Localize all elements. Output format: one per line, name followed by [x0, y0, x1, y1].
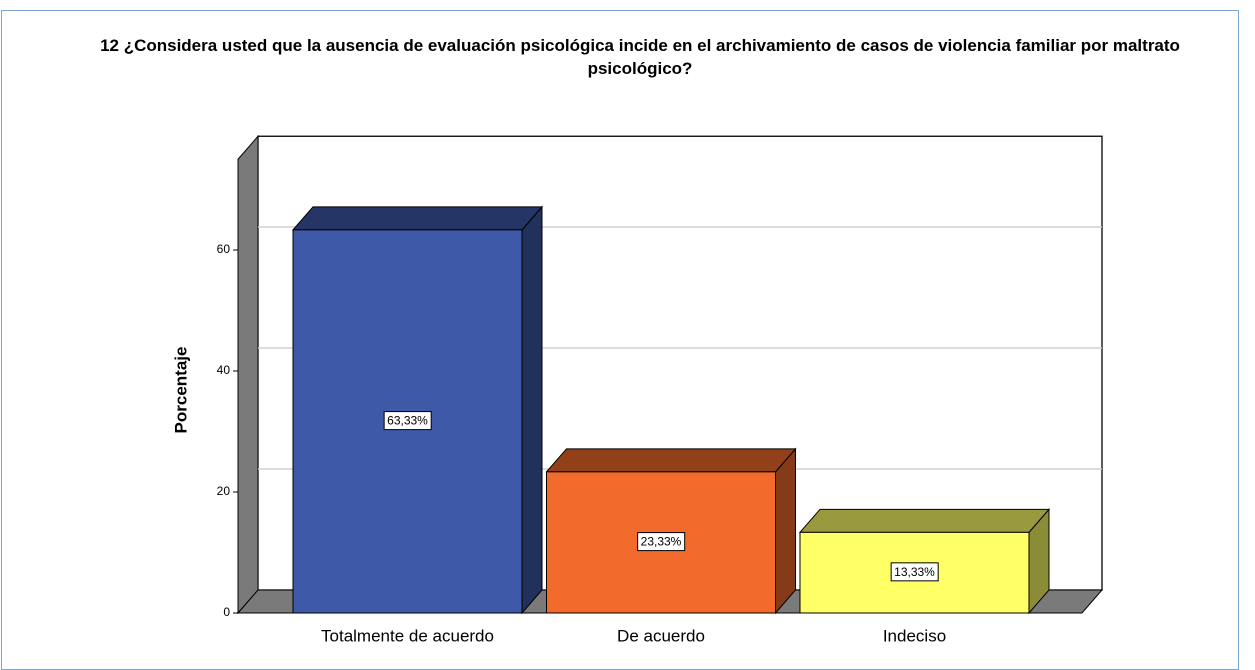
data-label: 63,33%: [387, 414, 428, 428]
y-tick-label: 40: [217, 363, 231, 377]
y-tick-label: 0: [223, 605, 230, 619]
x-tick-label: Totalmente de acuerdo: [321, 626, 494, 645]
y-tick-label: 60: [217, 242, 231, 256]
data-label-box: [637, 532, 686, 552]
data-label-box: [383, 411, 432, 431]
data-label: 13,33%: [894, 565, 935, 579]
bar-top: [798, 508, 1051, 533]
data-label-box: [890, 562, 939, 582]
bar-side: [521, 205, 543, 615]
x-tick-label: De acuerdo: [617, 626, 705, 645]
x-tick-label: Indeciso: [883, 626, 946, 645]
bar-top: [291, 206, 544, 231]
bar-side: [775, 447, 796, 615]
data-label: 23,33%: [641, 535, 682, 549]
chart-title: 12 ¿Considera usted que la ausencia de e…: [100, 36, 1180, 78]
bar-top: [545, 448, 797, 473]
left-wall: [237, 134, 259, 615]
y-tick-label: 20: [217, 484, 231, 498]
y-axis-label: Porcentaje: [171, 347, 190, 434]
